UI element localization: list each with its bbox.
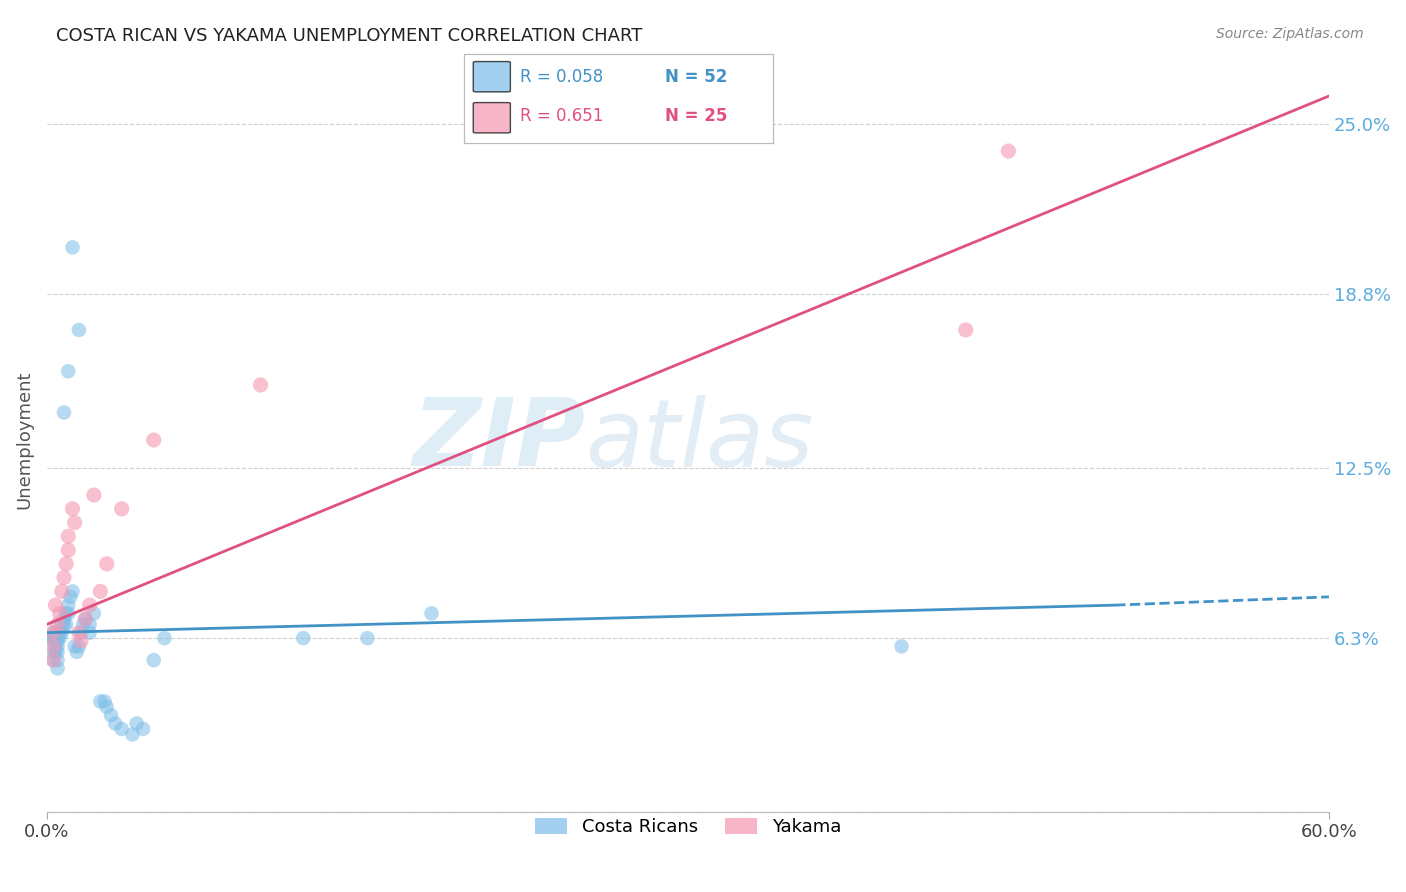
Text: Source: ZipAtlas.com: Source: ZipAtlas.com [1216,27,1364,41]
Point [53,617,76,632]
Point [55,557,77,571]
Point [53,571,76,585]
FancyBboxPatch shape [474,62,510,92]
Point [420,607,443,621]
Point [62,501,84,516]
Point [44,645,66,659]
Point [70,633,93,648]
Point [83,488,105,502]
Point [111,501,134,516]
Point [62,240,84,254]
Point [79,598,101,612]
Point [44,631,66,645]
Point [62,584,84,599]
Text: N = 25: N = 25 [665,107,727,125]
Point [58,364,80,378]
Point [75,612,97,626]
Point [292,631,315,645]
Point [53,612,76,626]
Point [46,633,69,648]
Point [42,631,65,645]
Point [153,631,176,645]
Text: atlas: atlas [585,394,814,485]
Point [42,653,65,667]
Point [67,323,90,337]
Point [63,516,86,530]
Point [51,625,73,640]
Point [89,694,111,708]
Point [51,584,73,599]
Legend: Costa Ricans, Yakama: Costa Ricans, Yakama [527,811,848,843]
Text: COSTA RICAN VS YAKAMA UNEMPLOYMENT CORRELATION CHART: COSTA RICAN VS YAKAMA UNEMPLOYMENT CORRE… [56,27,643,45]
Point [75,612,97,626]
Point [42,625,65,640]
Point [111,722,134,736]
Point [121,727,143,741]
Point [96,557,118,571]
Text: R = 0.651: R = 0.651 [520,107,603,125]
Point [104,716,127,731]
Point [55,617,77,632]
Point [100,708,122,723]
Point [58,543,80,558]
Point [83,607,105,621]
Point [53,405,76,419]
Point [44,640,66,654]
Point [63,640,86,654]
Point [42,628,65,642]
Text: N = 52: N = 52 [665,68,727,86]
Point [42,633,65,648]
Point [42,631,65,645]
Point [46,645,69,659]
Point [890,640,912,654]
Point [48,607,70,621]
Point [66,645,89,659]
Point [46,631,69,645]
Point [125,716,148,731]
Point [79,617,101,632]
Point [48,625,70,640]
Point [72,617,94,632]
Point [249,378,271,392]
Point [48,631,70,645]
Point [997,144,1019,158]
Point [42,645,65,659]
Point [55,607,77,621]
Point [132,722,155,736]
Point [79,625,101,640]
Text: ZIP: ZIP [412,394,585,486]
Point [93,694,115,708]
Point [46,640,69,654]
Text: R = 0.058: R = 0.058 [520,68,603,86]
Point [356,631,378,645]
Point [42,640,65,654]
Y-axis label: Unemployment: Unemployment [15,371,32,509]
Point [96,700,118,714]
Point [42,625,65,640]
Point [42,653,65,667]
Point [59,590,82,604]
Point [955,323,977,337]
FancyBboxPatch shape [474,103,510,133]
Point [51,617,73,632]
Point [58,598,80,612]
Point [46,661,69,675]
Point [89,584,111,599]
Point [58,529,80,543]
Point [70,625,93,640]
Point [67,640,90,654]
Point [46,653,69,667]
Point [44,598,66,612]
Point [142,653,165,667]
Point [142,433,165,447]
Point [67,625,90,640]
Point [58,607,80,621]
Point [46,617,69,632]
